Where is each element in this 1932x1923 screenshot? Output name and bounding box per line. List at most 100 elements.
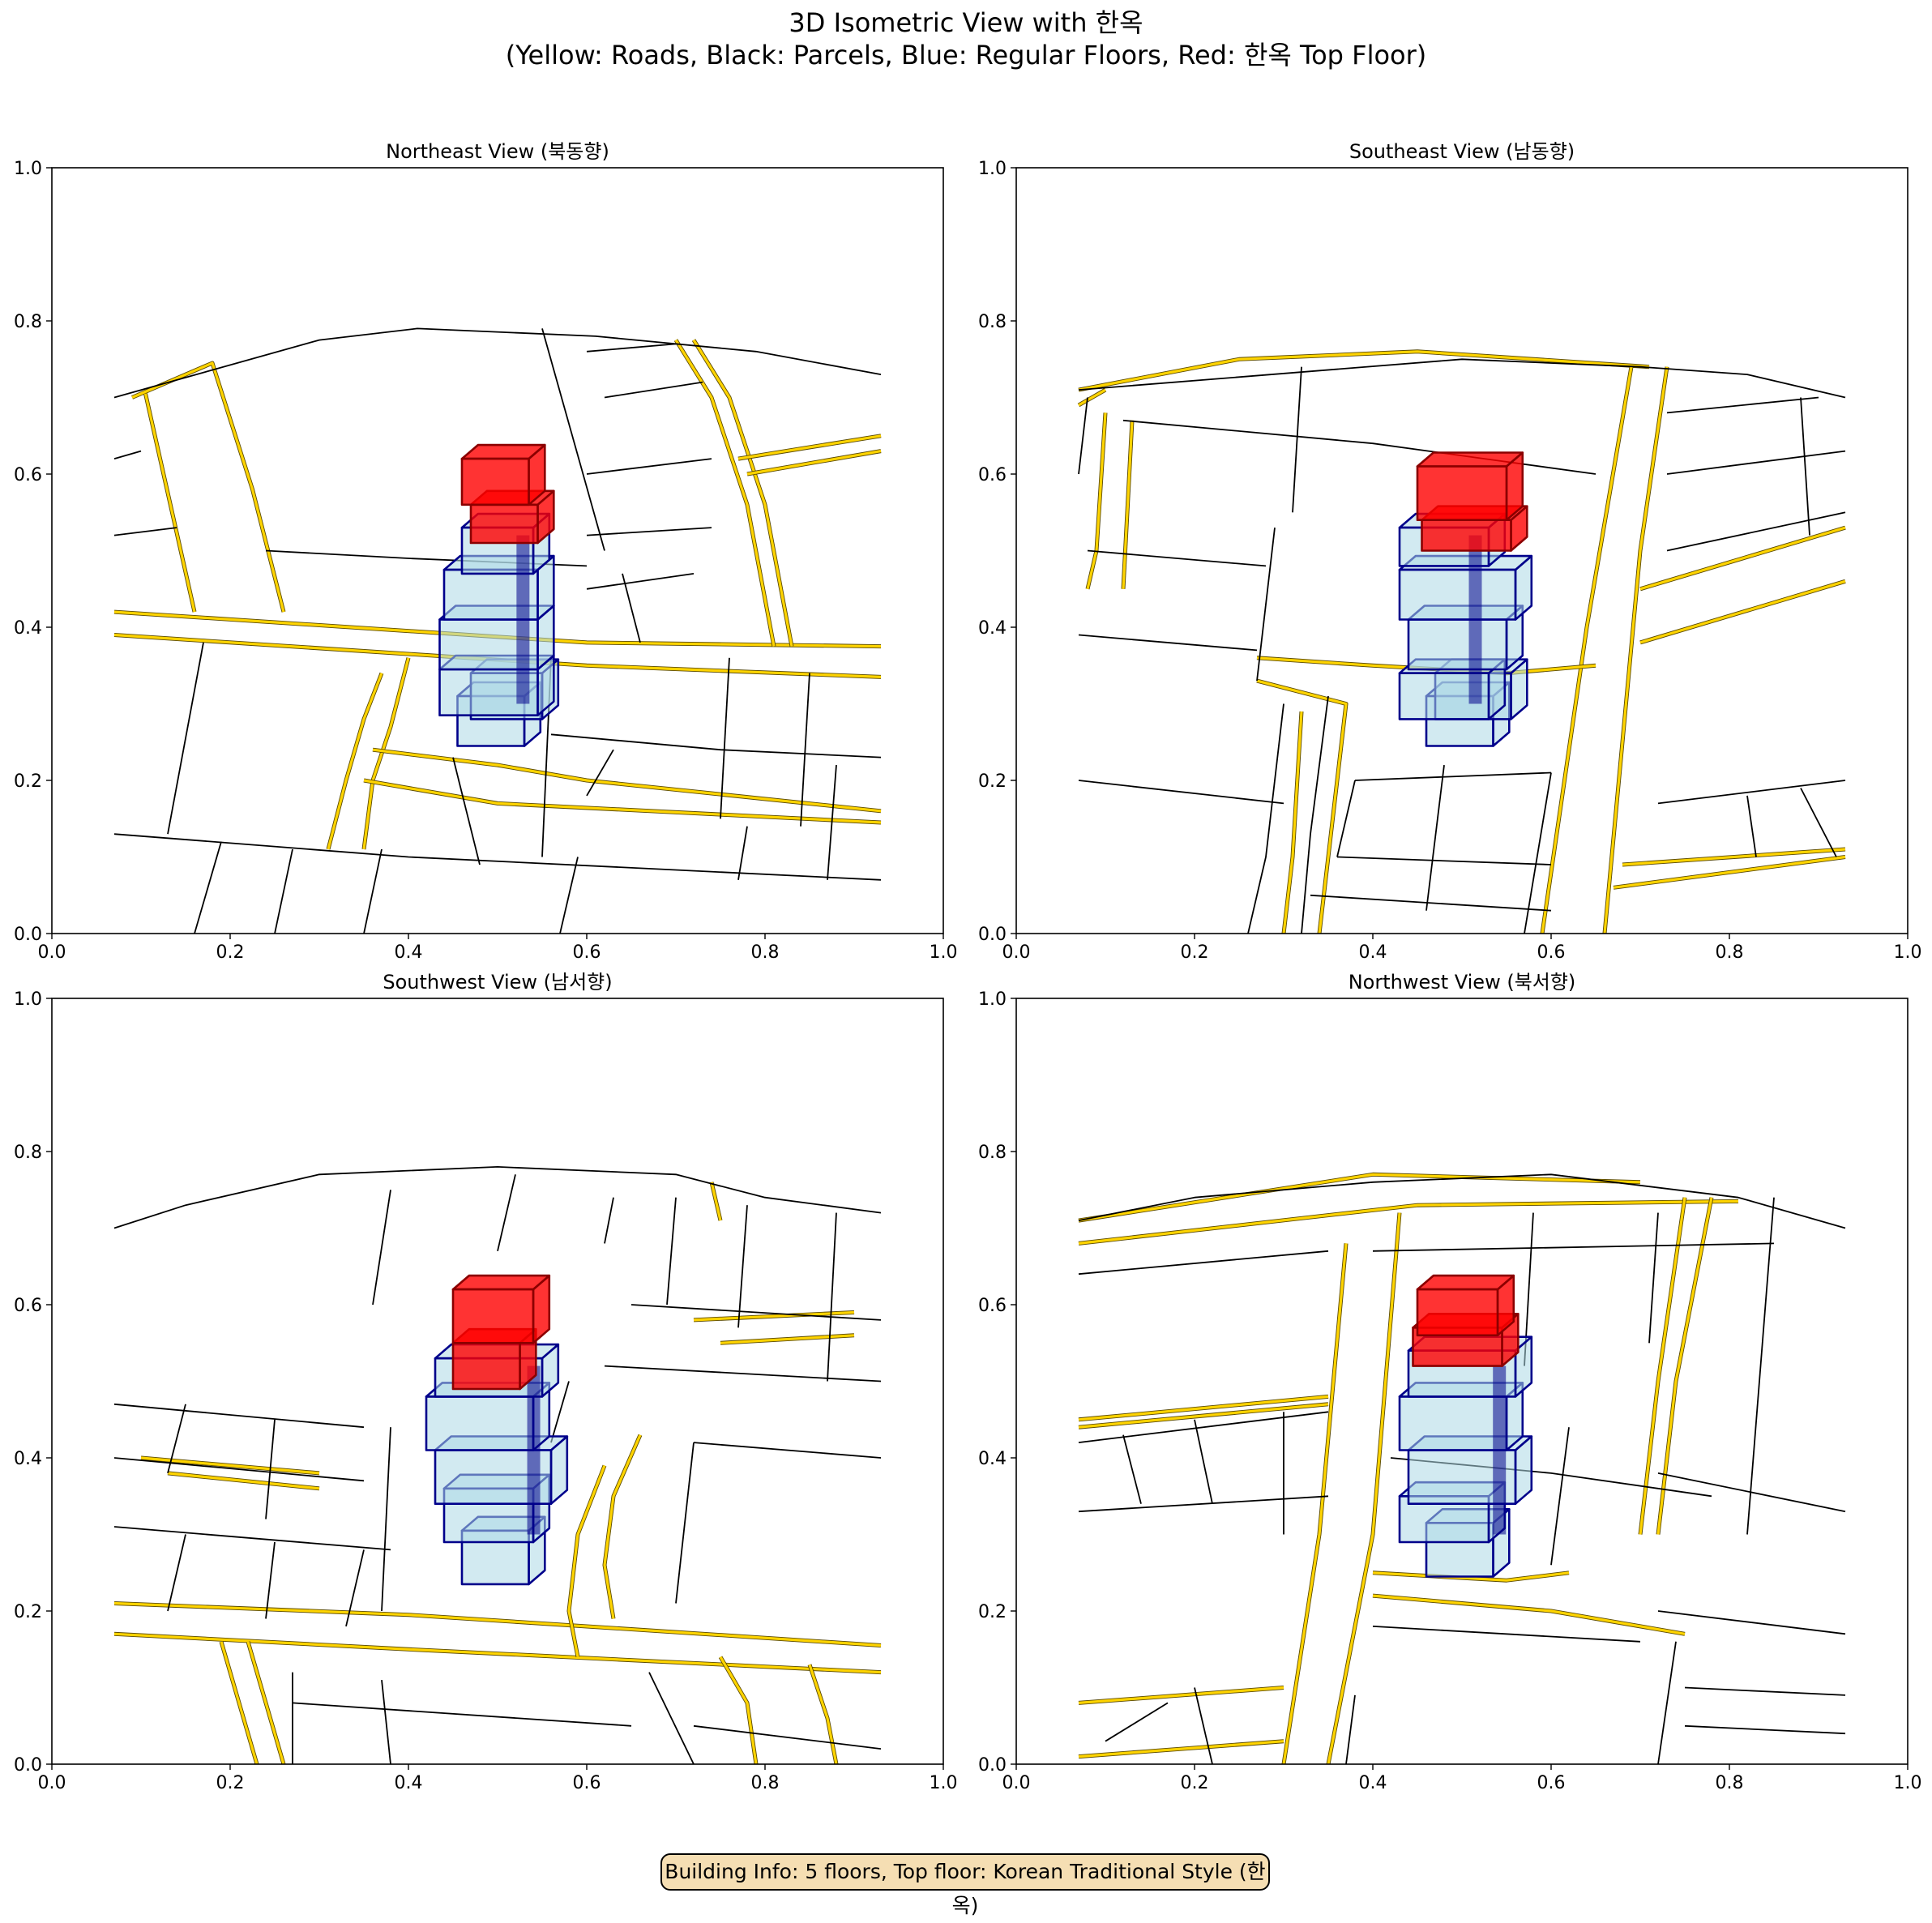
parcel-line-3 [1122,419,1596,475]
x-tick-label: 0.6 [1537,942,1566,963]
parcel-line-11 [1078,780,1284,805]
road-line-10 [693,1310,855,1322]
y-tick-label: 1.0 [14,159,42,179]
parcel-line-0 [113,1166,882,1229]
hanok-block-1-top [451,1274,551,1291]
parcel-line-10 [167,1404,186,1474]
road-line-12 [710,1182,722,1221]
x-tick-label: 0.6 [1537,1773,1566,1793]
subplot-2: 0.0 0.2 0.4 0.6 0.8 1.0 0.0 0.2 0.4 0.6 0.8 1.0 Sout… [978,140,1922,963]
floor-block-4 [442,554,555,621]
parcel-line-6 [1256,527,1276,682]
floor-block-4-front [1398,568,1517,621]
parcel-line-9 [1194,1419,1213,1504]
parcel-line-12 [113,833,882,881]
road-line-11 [1086,412,1107,590]
road-line-12 [1122,420,1134,589]
parcel-line-22 [1800,788,1837,857]
parcel-line-22 [381,1680,391,1764]
parcel-line-19 [720,657,730,819]
road-line-9 [692,339,793,647]
hanok-block-1-top [1416,1274,1515,1291]
parcel-line-22 [586,749,614,797]
x-tick-label: 0.2 [216,942,245,963]
parcel-line-13 [167,1534,186,1612]
subplot-1: 0.0 0.2 0.4 0.6 0.8 1.0 0.0 0.2 0.4 0.6 0.8 1.0 Nort… [14,140,958,963]
parcel-line-21 [1684,1724,1846,1735]
subplot-title: Southeast View (남동향) [1349,140,1575,163]
parcel-line-23 [292,1702,632,1727]
x-tick-label: 0.0 [38,1773,66,1793]
road-line-2 [1282,1243,1348,1764]
y-tick-label: 0.4 [978,618,1007,639]
road-line-5 [603,1434,642,1619]
hanok-block-0-front [451,1342,521,1391]
road-line-11 [720,1334,855,1344]
y-tick-label: 0.2 [14,771,42,792]
parcel-line-5 [1078,634,1258,652]
parcel-line-10 [1666,511,1846,552]
road-line-0 [113,610,882,648]
y-tick-label: 0.4 [14,1449,42,1469]
y-tick-label: 0.8 [14,312,42,332]
floor-block-2-front [1398,672,1490,720]
road-line-7 [1622,848,1846,866]
road-outline-2 [1281,1243,1349,1764]
road-outline-3 [1602,366,1669,934]
parcel-line-19 [1310,894,1552,912]
axes-frame [1015,998,1908,1765]
x-tick-label: 0.6 [573,942,601,963]
hanok-block-0-front [1421,519,1512,552]
axes-frame [1015,167,1908,934]
parcel-line-2 [1372,1242,1775,1252]
y-tick-label: 0.6 [14,465,42,485]
parcel-line-1 [372,1190,391,1306]
road-line-3 [1327,1212,1401,1764]
parcel-line-16 [452,757,481,865]
y-tick-label: 1.0 [14,989,42,1010]
parcel-line-20 [1657,780,1846,805]
road-line-0 [113,1601,882,1647]
x-tick-label: 1.0 [1894,1773,1922,1793]
road-line-5 [1078,1403,1329,1429]
x-tick-label: 1.0 [1894,942,1922,963]
parcel-line-15 [345,1549,365,1627]
y-tick-label: 0.6 [978,465,1007,485]
road-outline-3 [1326,1212,1402,1764]
figure-title-line-2: (Yellow: Roads, Black: Parcels, Blue: Re… [505,40,1427,71]
parcel-line-14 [1336,780,1356,857]
road-line-1 [1078,388,1106,407]
parcel-line-0 [1078,1173,1846,1229]
road-line-9 [1256,679,1348,934]
parcel-line-19 [693,1442,882,1459]
building-shaft [527,1365,541,1535]
parcel-line-7 [1078,1495,1329,1513]
road-line-6 [719,1656,758,1764]
parcel-line-8 [1122,1434,1142,1504]
y-tick-label: 0.4 [14,618,42,639]
y-tick-label: 0.0 [978,1755,1007,1776]
road-line-4 [1639,526,1846,591]
parcel-line-8 [586,527,712,536]
x-tick-label: 0.0 [1002,942,1031,963]
y-tick-label: 1.0 [978,159,1007,179]
road-line-3 [246,1641,285,1764]
x-tick-label: 0.8 [1716,942,1744,963]
road-line-2 [131,361,285,613]
road-line-1 [113,633,882,678]
road-line-4 [327,673,383,850]
x-tick-label: 0.4 [395,942,423,963]
building-shaft [1493,1365,1507,1535]
subplot-4: 0.0 0.2 0.4 0.6 0.8 1.0 0.0 0.2 0.4 0.6 0.8 1.0 Nort… [978,971,1922,1793]
hanok-block-1 [1416,1274,1515,1337]
parcel-line-9 [113,1526,391,1551]
parcel-line-1 [1078,397,1088,475]
parcel-line-6 [827,1212,837,1382]
road-line-11 [746,450,882,476]
hanok-block-1-front [1416,465,1508,522]
parcel-line-8 [1666,450,1846,475]
hanok-block-1 [1416,451,1524,522]
building-shaft [516,535,530,704]
hanok-block-1-front [1416,1288,1499,1337]
road-line-6 [1613,855,1846,889]
